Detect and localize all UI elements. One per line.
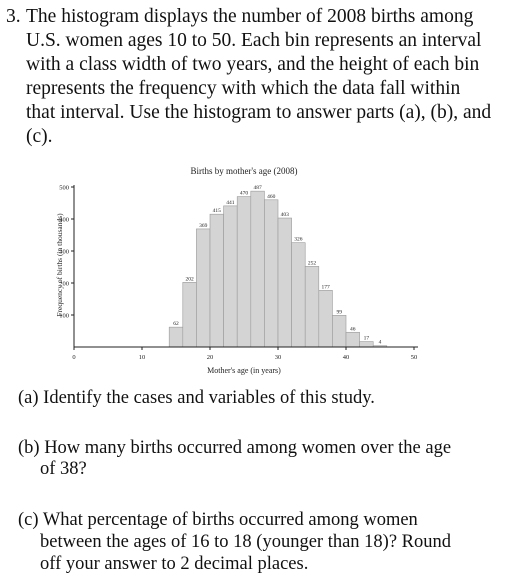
histogram-bar (236, 196, 252, 348)
histogram-bar (209, 213, 224, 348)
intro-line: that interval. Use the histogram to answ… (26, 102, 492, 123)
part-b-line: (b) How many births occurred among women… (18, 438, 452, 458)
bar-value-label: 369 (199, 223, 208, 229)
intro-line: with a class width of two years, and the… (26, 54, 480, 75)
chart-title: Births by mother's age (2008) (190, 166, 297, 176)
x-tick-label: 40 (343, 354, 350, 361)
x-axis-label: Mother's age (in years) (207, 366, 281, 375)
histogram-bar (345, 331, 360, 348)
y-tick-label: 500 (59, 185, 69, 192)
y-tick-label: 200 (59, 281, 69, 288)
y-tick-label: 100 (59, 313, 69, 320)
intro-line: The histogram displays the number of 200… (26, 6, 474, 27)
x-tick-label: 20 (207, 354, 214, 361)
y-ticks-group: 100 200 300 400 500 (59, 185, 74, 320)
x-tick-label: 50 (411, 354, 418, 361)
histogram-bar (318, 290, 333, 348)
histogram-figure: Births by mother's age (2008) Frequency … (0, 160, 529, 375)
x-tick-label: 0 (72, 354, 75, 361)
part-a: (a) Identify the cases and variables of … (18, 388, 375, 408)
part-c-line: between the ages of 16 to 18 (younger th… (40, 532, 452, 552)
x-tick-label: 30 (275, 354, 282, 361)
histogram-bar (264, 199, 279, 348)
x-ticks-group: 0 10 20 30 40 50 (72, 347, 417, 361)
bar-value-label: 415 (213, 208, 222, 214)
histogram-bar (223, 205, 238, 348)
histogram-bar (182, 282, 197, 348)
bars-group (168, 190, 388, 348)
bar-value-label: 441 (226, 200, 235, 206)
histogram-bar (196, 228, 211, 348)
x-tick-label: 10 (139, 354, 146, 361)
histogram-bar (291, 242, 306, 348)
y-tick-label: 300 (59, 249, 69, 256)
bar-value-label: 403 (281, 212, 290, 218)
histogram-bar (332, 315, 347, 348)
bar-labels-group: 62 202 369 415 441 470 487 460 403 326 252 177 99 46 1… (173, 185, 381, 346)
bar-value-label: 4 (379, 340, 382, 346)
problem-number: 3. (6, 6, 21, 27)
bar-value-label: 62 (173, 321, 179, 327)
histogram-bar (277, 217, 292, 348)
part-b-line: of 38? (40, 459, 87, 479)
histogram-chart: Births by mother's age (2008) Frequency … (55, 166, 418, 375)
part-c-line: off your answer to 2 decimal places. (40, 554, 309, 574)
y-tick-label: 400 (59, 217, 69, 224)
bar-value-label: 487 (253, 185, 262, 191)
bar-value-label: 252 (308, 260, 317, 266)
y-axis-label: Frequency of births (in thousands) (55, 213, 64, 317)
bar-value-label: 470 (240, 191, 249, 197)
part-c-line: (c) What percentage of births occurred a… (18, 510, 418, 530)
bar-value-label: 99 (336, 309, 342, 315)
bar-value-label: 460 (267, 194, 276, 200)
bar-value-label: 326 (294, 237, 303, 243)
intro-line: U.S. women ages 10 to 50. Each bin repre… (26, 30, 482, 51)
bar-value-label: 17 (364, 336, 370, 342)
intro-line: (c). (26, 126, 53, 147)
histogram-bar (304, 266, 320, 348)
histogram-bar (168, 326, 184, 348)
bar-value-label: 177 (321, 284, 330, 290)
bar-value-label: 46 (350, 326, 356, 332)
histogram-bar (359, 341, 374, 348)
bar-value-label: 202 (185, 276, 194, 282)
intro-line: represents the frequency with which the … (26, 78, 461, 99)
histogram-bar (250, 190, 265, 348)
